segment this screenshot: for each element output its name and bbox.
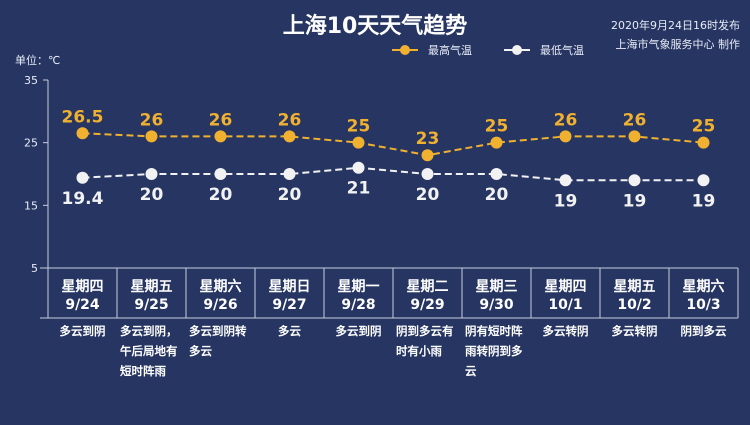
x-tick-label: 10/3 [686,297,721,313]
chart-title: 上海10天天气趋势 [282,14,468,39]
weather-description: 多云到阴 [335,324,382,338]
y-axis-unit: 单位：℃ [15,54,61,67]
high-point [697,136,710,149]
low-point [283,168,296,180]
weekday-label: 星期一 [337,279,380,295]
high-data-label: 26 [623,110,647,130]
low-data-label: 20 [209,185,233,205]
legend-low-label: 最低气温 [540,44,584,57]
low-data-label: 19 [623,191,647,211]
high-data-label: 23 [416,129,440,149]
legend-low[interactable]: 最低气温 [504,42,584,58]
y-tick-label: 25 [24,137,38,150]
x-tick-label: 9/28 [341,297,376,313]
low-point [697,174,710,187]
weather-description: 多云到阴转多云 [189,324,247,358]
low-data-label: 20 [416,185,440,205]
weather-description: 多云 [278,324,301,338]
high-point [490,136,503,149]
y-tick-label: 35 [24,74,38,87]
legend-high-label: 最高气温 [428,44,472,57]
producer: 上海市气象服务中心 制作 [615,38,741,51]
low-data-label: 19.4 [62,189,104,209]
low-data-label: 20 [140,185,164,205]
low-data-label: 19 [692,191,716,211]
weather-description: 多云转阴 [611,324,658,338]
high-data-label: 26 [140,110,164,130]
high-data-label: 26.5 [62,107,104,127]
high-point [145,130,158,143]
x-tick-label: 9/27 [272,297,307,313]
weekday-label: 星期二 [406,279,449,295]
y-tick-label: 5 [31,262,38,275]
legend-low-marker [504,45,530,55]
weekday-label: 星期四 [61,279,104,295]
high-point [559,130,572,143]
high-data-label: 26 [209,110,233,130]
high-point [628,130,641,143]
low-data-label: 21 [347,179,371,199]
low-data-label: 19 [554,191,578,211]
low-point [421,168,434,180]
high-point [283,130,296,143]
weather-description: 阴到多云有时有小雨 [396,324,454,358]
weekday-label: 星期六 [199,279,242,295]
x-tick-label: 9/24 [65,297,100,313]
weather-description: 多云到阴 [59,324,106,338]
low-point [490,168,503,180]
x-tick-label: 9/26 [203,297,238,313]
low-data-label: 20 [278,185,302,205]
weekday-label: 星期五 [130,279,173,295]
low-point [214,168,227,180]
high-point [421,149,434,162]
x-tick-label: 10/1 [548,297,583,313]
weather-description: 阴到多云 [680,324,727,338]
legend-high[interactable]: 最高气温 [392,42,472,58]
x-tick-label: 10/2 [617,297,652,313]
weather-description: 多云到阴，午后局地有短时阵雨 [120,324,178,378]
weather-description: 阴有短时阵雨转阴到多云 [465,324,523,378]
high-data-label: 26 [554,110,578,130]
weather-description: 多云转阴 [542,324,589,338]
weekday-label: 星期五 [613,279,656,295]
high-data-label: 25 [485,117,509,137]
high-data-label: 26 [278,110,302,130]
high-data-label: 25 [692,117,716,137]
low-point [76,171,89,184]
legend: 最高气温 最低气温 [392,42,608,58]
x-tick-label: 9/30 [479,297,514,313]
low-point [145,168,158,180]
series-line-low [82,166,704,182]
high-point [76,127,89,140]
low-data-label: 20 [485,185,509,205]
weekday-label: 星期日 [268,279,311,295]
low-point [352,161,365,174]
y-tick-label: 15 [24,199,38,212]
high-point [352,136,365,149]
x-tick-label: 9/29 [410,297,445,313]
publish-info: 2020年9月24日16时发布 上海市气象服务中心 制作 [611,16,740,54]
low-point [628,174,641,187]
high-point [214,130,227,143]
publish-time: 2020年9月24日16时发布 [611,19,740,32]
series-line-high [82,132,704,157]
low-point [559,174,572,187]
x-tick-label: 9/25 [134,297,169,313]
high-data-label: 25 [347,117,371,137]
legend-high-marker [392,45,418,55]
weekday-label: 星期三 [475,279,518,295]
weekday-label: 星期六 [682,279,725,295]
weekday-label: 星期四 [544,279,587,295]
